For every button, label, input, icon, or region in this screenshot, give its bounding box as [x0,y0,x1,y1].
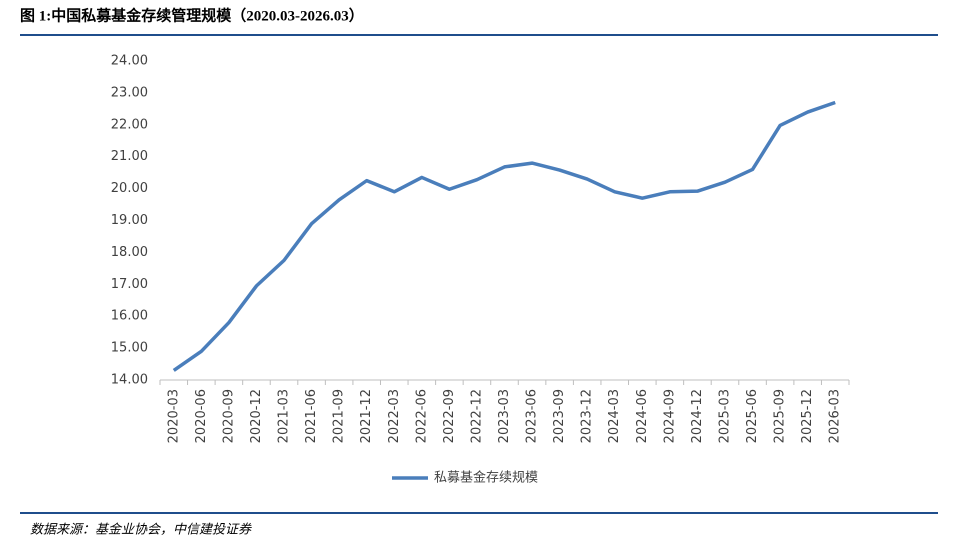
data-line [172,100,836,372]
y-tick-label: 20.00 [111,181,148,196]
x-tick-label: 2024-03 [607,389,622,443]
x-tick-label: 2021-03 [277,389,292,443]
x-tick-label: 2020-09 [221,389,236,443]
x-tick-label: 2022-09 [442,389,457,443]
x-tick-label: 2020-12 [249,389,264,443]
x-tick-label: 2023-09 [552,389,567,443]
x-tick-label: 2025-12 [800,389,815,443]
y-tick-label: 22.00 [111,117,148,132]
y-tick-label: 21.00 [111,149,148,164]
x-tick-label: 2025-03 [717,389,732,443]
x-tick-label: 2021-06 [304,389,319,443]
x-tick-label: 2024-06 [635,389,650,443]
x-tick-label: 2022-03 [387,389,402,443]
source-note: 数据来源：基金业协会，中信建投证券 [30,522,252,538]
x-tick-label: 2022-06 [414,389,429,443]
x-tick-label: 2023-12 [580,389,595,443]
y-tick-label: 23.00 [111,85,148,100]
x-tick-label: 2021-09 [332,389,347,443]
legend-label: 私募基金存续规模 [434,470,538,486]
x-tick-label: 2021-12 [359,389,374,443]
y-tick-label: 18.00 [111,245,148,260]
x-tick-label: 2023-03 [497,389,512,443]
chart-title: 图 1:中国私募基金存续管理规模（2020.03-2026.03） [20,6,364,24]
x-tick-label: 2024-12 [690,389,705,443]
y-tick-label: 24.00 [111,54,148,69]
x-tick-label: 2020-03 [166,389,181,443]
y-tick-label: 17.00 [111,277,148,292]
x-tick-label: 2024-09 [662,389,677,443]
x-tick-label: 2023-06 [525,389,540,443]
x-tick-label: 2020-06 [194,389,209,443]
x-tick-label: 2022-12 [469,389,484,443]
y-tick-label: 16.00 [111,309,148,324]
x-tick-label: 2026-03 [828,389,843,443]
y-tick-label: 15.00 [111,341,148,356]
y-tick-label: 14.00 [111,373,148,388]
x-tick-label: 2025-09 [773,389,788,443]
y-tick-label: 19.00 [111,213,148,228]
x-tick-label: 2025-06 [745,389,760,443]
